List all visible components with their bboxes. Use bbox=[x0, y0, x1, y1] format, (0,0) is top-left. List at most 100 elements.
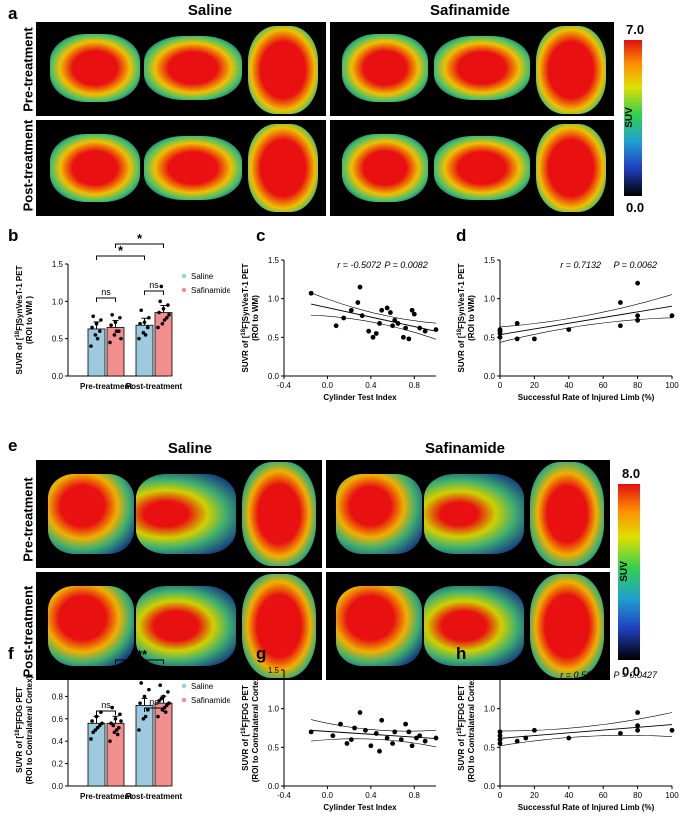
chart-g-xtick-label-1: 0.0 bbox=[322, 791, 334, 800]
chart-h-ytick-label-2: 1.0 bbox=[484, 705, 496, 714]
chart-f-category-0: Pre-treatment bbox=[80, 792, 132, 801]
chart-c-ytick-label-1: 0.5 bbox=[268, 333, 280, 342]
chart-b-point-1-0-8 bbox=[119, 336, 123, 341]
chart-g-stat-p: P = 0.0903 bbox=[384, 670, 427, 680]
chart-h-ytick-label-3: 1.5 bbox=[484, 666, 496, 675]
panel-label-a: a bbox=[8, 4, 18, 23]
chart-c-point-1 bbox=[333, 323, 339, 329]
chart-g-xlabel: Cylinder Test Index bbox=[323, 803, 397, 812]
chart-b-point-0-0-2 bbox=[98, 329, 102, 333]
chart-f-ylabel: SUVR of [18F]FDG PET bbox=[15, 687, 24, 773]
pet-image-saline-pre-a bbox=[36, 22, 326, 116]
chart-b-annotation-0: ns bbox=[101, 287, 111, 297]
pet-image-safinamide-pre-e bbox=[326, 460, 610, 568]
colorbar-a bbox=[624, 40, 642, 196]
chart-b-point-0-0-0 bbox=[89, 344, 93, 348]
chart-f-bracket-1 bbox=[144, 707, 164, 712]
chart-h-point-2 bbox=[497, 729, 503, 735]
chart-b-point-1-1-9 bbox=[159, 284, 164, 289]
chart-b-bar-1-1 bbox=[154, 312, 173, 377]
chart-f-legend-label-1: Safinamide bbox=[191, 696, 230, 705]
chart-c-point-8 bbox=[373, 331, 379, 336]
chart-c-point-9 bbox=[379, 307, 385, 313]
chart-b-point-0-1-0 bbox=[137, 336, 141, 341]
colorbar-a-max: 7.0 bbox=[626, 22, 645, 37]
chart-b-point-0-0-3 bbox=[90, 325, 94, 330]
chart-d-xtick-label-0: 0 bbox=[498, 381, 503, 390]
chart-c-ylabel-line2: (ROI to WM) bbox=[251, 295, 260, 341]
chart-f-ylabel-line2: (ROI to Contralateral Cortex) bbox=[25, 675, 34, 784]
chart-b-ylabel-line2: (ROI to WM ) bbox=[25, 296, 34, 344]
chart-d-point-0 bbox=[497, 334, 503, 340]
chart-g-xtick-label-2: 0.4 bbox=[365, 791, 377, 800]
chart-h-xtick-label-1: 20 bbox=[530, 791, 539, 800]
chart-g-ylabel-line2: (ROI to Contralateral Cortex) bbox=[251, 673, 260, 782]
chart-d-point-5 bbox=[514, 321, 520, 326]
chart-b-point-0-1-6 bbox=[139, 308, 143, 313]
chart-f-point-1-0-5 bbox=[118, 712, 122, 717]
chart-f-bar-0-0 bbox=[87, 722, 106, 787]
chart-c-point-0 bbox=[308, 290, 314, 296]
chart-f-point-0-1-4 bbox=[142, 694, 147, 699]
chart-h-xlabel: Successful Rate of Injured Limb (%) bbox=[518, 803, 655, 812]
chart-g-ylabel: SUVR of [18F]FDG PET bbox=[241, 685, 250, 771]
colorbar-a-min: 0.0 bbox=[626, 200, 645, 215]
chart-f-point-1-1-10 bbox=[163, 710, 168, 714]
chart-d-xtick-label-3: 60 bbox=[599, 381, 608, 390]
chart-b-point-1-1-6 bbox=[158, 299, 162, 304]
chart-b-point-1-0-5 bbox=[118, 315, 122, 320]
chart-g-point-14 bbox=[403, 721, 408, 727]
chart-h-point-8 bbox=[618, 731, 623, 736]
pet-image-safinamide-pre-a bbox=[330, 22, 614, 116]
chart-d-point-8 bbox=[618, 323, 623, 329]
chart-b-bracket-1 bbox=[144, 290, 164, 295]
chart-c-point-11 bbox=[388, 310, 393, 315]
chart-b-legend-marker-1 bbox=[181, 287, 187, 293]
chart-g-ytick-label-1: 0.5 bbox=[268, 743, 280, 752]
chart-f-point-0-0-1 bbox=[93, 728, 98, 732]
chart-f-ytick-label-2: 0.4 bbox=[52, 737, 64, 746]
chart-f-ytick-label-3: 0.6 bbox=[52, 715, 64, 724]
chart-d-ytick-label-1: 0.5 bbox=[484, 333, 496, 342]
chart-c-ytick-label-2: 1.0 bbox=[268, 295, 280, 304]
chart-f-point-1-1-9 bbox=[159, 696, 164, 701]
chart-c-ytick-label-0: 0.0 bbox=[268, 372, 280, 381]
chart-g-xtick-label-0: -0.4 bbox=[277, 791, 291, 800]
chart-g-ytick-label-0: 0.0 bbox=[268, 782, 280, 791]
panel-label-g: g bbox=[256, 644, 267, 663]
chart-b-ytick-label-1: 0.5 bbox=[52, 335, 64, 344]
chart-g-point-13 bbox=[398, 737, 404, 742]
chart-d-ylabel-line2: (ROI to WM) bbox=[467, 295, 476, 341]
chart-b-point-1-1-0 bbox=[156, 325, 160, 330]
chart-f-bracket-0 bbox=[96, 710, 116, 715]
chart-b-ylabel: SUVR of [18F]SynVesT-1 PET bbox=[15, 265, 24, 374]
chart-b: SUVR of [18F]SynVesT-1 PET (ROI to WM ) 0.… bbox=[15, 231, 230, 391]
chart-g-point-6 bbox=[363, 727, 368, 733]
chart-d-ytick-label-2: 1.0 bbox=[484, 295, 496, 304]
chart-h-point-6 bbox=[532, 727, 537, 733]
chart-f-point-0-1-2 bbox=[146, 708, 150, 712]
chart-d-ci-upper bbox=[499, 294, 673, 328]
chart-c-ci-lower bbox=[311, 314, 437, 340]
chart-h-point-5 bbox=[523, 735, 529, 741]
chart-f-point-1-0-2 bbox=[117, 725, 121, 730]
chart-c-point-20 bbox=[417, 325, 423, 331]
chart-b-bracket-2 bbox=[96, 255, 145, 260]
chart-f-ytick-label-1: 0.2 bbox=[52, 760, 64, 769]
panel-label-e: e bbox=[8, 436, 18, 455]
chart-b-point-0-1-4 bbox=[142, 320, 147, 325]
pet-image-saline-post-e bbox=[36, 572, 322, 680]
chart-c-xlabel: Cylinder Test Index bbox=[323, 393, 397, 402]
chart-h-point-1 bbox=[497, 733, 503, 739]
chart-g-ytick-label-2: 1.0 bbox=[268, 705, 280, 714]
chart-g-xtick-label-3: 0.8 bbox=[409, 791, 421, 800]
chart-f-point-0-1-5 bbox=[147, 687, 151, 692]
chart-b-ytick-label-0: 0.0 bbox=[52, 372, 64, 381]
chart-f-legend-label-0: Saline bbox=[191, 682, 214, 691]
chart-h-ylabel-line2: (ROI to Contralateral Cortex) bbox=[467, 673, 476, 782]
chart-h-xtick-label-5: 100 bbox=[665, 791, 679, 800]
chart-d-point-9 bbox=[618, 300, 623, 305]
chart-b-point-1-0-6 bbox=[110, 312, 114, 317]
chart-g-point-4 bbox=[352, 725, 357, 731]
chart-h-ytick-label-1: 0.5 bbox=[484, 743, 496, 752]
